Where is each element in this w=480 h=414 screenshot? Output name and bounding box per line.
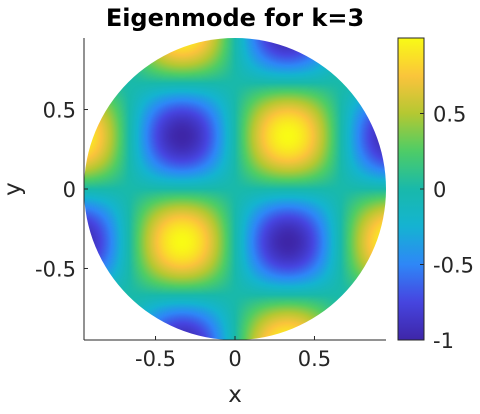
plot-area — [84, 38, 386, 340]
colorbar-gradient — [397, 37, 425, 341]
x-tick-label: -0.5 — [135, 347, 176, 371]
colorbar-tick-label: 0.5 — [433, 103, 466, 127]
y-axis-label: y — [0, 182, 26, 196]
x-tick-label: 0.5 — [298, 347, 331, 371]
x-axis-ticks: -0.5 0 0.5 — [135, 336, 331, 371]
colorbar: -1 -0.5 0 0.5 — [397, 37, 474, 353]
x-tick-label: 0 — [228, 347, 241, 371]
colorbar-tick-label: 0 — [433, 178, 446, 202]
eigenmode-field — [84, 38, 386, 340]
x-axis-label: x — [228, 382, 242, 408]
colorbar-tick-label: -0.5 — [433, 254, 474, 278]
chart-title: Eigenmode for k=3 — [106, 4, 364, 32]
y-tick-label: 0.5 — [43, 99, 76, 123]
colorbar-tick-label: -1 — [433, 329, 454, 353]
axes: -0.5 0 0.5 -0.5 0 0.5 — [35, 38, 386, 371]
colorbar-ticks: -1 -0.5 0 0.5 — [420, 103, 474, 353]
y-tick-label: -0.5 — [35, 257, 76, 281]
y-axis-ticks: -0.5 0 0.5 — [35, 99, 88, 281]
y-tick-label: 0 — [63, 178, 76, 202]
